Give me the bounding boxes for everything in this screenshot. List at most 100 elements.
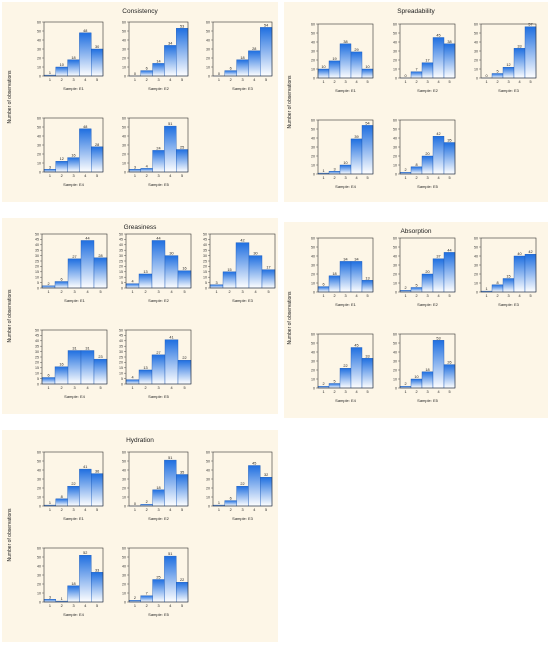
y-tick-label: 40 [206,468,210,472]
x-tick-label: 5 [96,604,98,608]
panel-absorption: Absorption Number of observations 0 10 20 3… [284,222,548,418]
sample-label: Sample: E1 [335,88,356,93]
histogram-e3: 0 10 20 30 40 50 60 1 1 8 2 15 3 40 4 42 5 Sample: E3 [471,236,537,308]
data-label: 6 [322,283,324,287]
data-label: 28 [98,254,102,258]
bar [151,240,166,289]
data-label: 45 [252,462,256,466]
panel-title: Absorption [400,228,432,235]
histogram-e3: 0 10 20 30 40 50 60 0 1 5 2 12 3 33 4 57 5 Sample: E3 [471,22,537,94]
sample-label: Sample: E5 [417,398,438,403]
y-axis-label: Number of observations [7,289,13,343]
data-label: 1 [49,71,51,75]
x-tick-label: 4 [437,390,439,394]
y-tick-label: 60 [37,116,41,120]
bar [339,43,352,79]
y-tick-label: 0 [476,76,478,80]
bar [502,67,515,79]
y-tick-label: 0 [313,172,315,176]
x-tick-label: 3 [426,294,428,298]
y-tick-label: 40 [37,468,41,472]
data-label: 0 [485,74,487,78]
y-tick-label: 20 [393,368,397,372]
y-tick-label: 20 [311,58,315,62]
y-tick-label: 20 [474,272,478,276]
y-tick-label: 60 [37,20,41,24]
panel-hydration: Hydration Number of observations 0 10 20 30… [2,430,278,642]
y-tick-label: 40 [311,40,315,44]
x-tick-label: 4 [518,80,520,84]
x-tick-label: 4 [170,290,172,294]
x-tick-label: 4 [518,294,520,298]
sample-label: Sample: E1 [63,86,84,91]
x-tick-label: 2 [228,290,230,294]
plot-frame [41,329,108,385]
y-tick-label: 20 [37,486,41,490]
y-tick-label: 10 [122,161,126,165]
x-tick-label: 2 [333,294,335,298]
x-tick-label: 1 [404,176,406,180]
y-tick-label: 60 [37,546,41,550]
x-tick-label: 1 [404,294,406,298]
data-label: 41 [83,465,87,469]
bar [79,32,92,77]
x-tick-label: 4 [86,290,88,294]
y-tick-label: 50 [311,245,315,249]
y-tick-label: 45 [35,238,39,242]
y-tick-label: 60 [206,20,210,24]
y-axis-label: Number of observations [7,70,13,124]
y-tick-label: 40 [35,243,39,247]
bar [443,364,456,389]
y-tick-label: 60 [122,450,126,454]
y-tick-label: 60 [122,116,126,120]
bar [432,340,445,389]
data-label: 20 [425,152,429,156]
y-tick-label: 20 [122,152,126,156]
y-tick-label: 10 [203,276,207,280]
x-tick-label: 4 [84,508,86,512]
bar [152,150,165,173]
x-tick-label: 2 [146,604,148,608]
histogram-e4: 0 10 20 30 40 50 60 2 1 5 2 22 3 45 4 33 5 Sample: E4 [308,332,374,404]
panel-title: Consistency [122,8,158,15]
bar [176,582,189,603]
x-tick-label: 1 [215,290,217,294]
bar [164,255,179,289]
data-label: 30 [169,252,173,256]
x-tick-label: 2 [415,390,417,394]
data-label: 6 [47,374,49,378]
x-tick-label: 5 [529,294,531,298]
y-tick-label: 0 [395,76,397,80]
x-tick-label: 1 [218,508,220,512]
data-label: 3 [134,165,136,169]
data-label: 35 [447,139,451,143]
data-label: 8 [496,281,498,285]
data-label: 39 [354,135,358,139]
sample-label: Sample: E3 [232,298,253,303]
y-tick-label: 60 [393,332,397,336]
data-label: 44 [447,248,451,252]
bar [339,368,352,389]
x-tick-label: 5 [529,80,531,84]
y-tick-label: 50 [206,459,210,463]
data-label: 0 [134,72,136,76]
x-tick-label: 3 [157,174,159,178]
y-tick-label: 0 [208,504,210,508]
x-tick-label: 3 [426,80,428,84]
y-tick-label: 50 [119,328,123,332]
bar [125,283,140,289]
panel-title: Hydration [126,437,154,444]
histogram-e3: 0 10 20 30 40 50 60 1 1 6 2 22 3 45 4 32 5 Sample: E3 [203,450,273,522]
y-tick-label: 20 [37,582,41,586]
y-axis-label: Number of observations [287,75,293,129]
bar [176,474,189,507]
y-tick-label: 20 [311,368,315,372]
histogram-e1: 0 5 10 15 20 25 30 35 40 45 50 2 1 6 2 27 3 44 4 28 5 Sample:… [32,232,108,304]
x-tick-label: 3 [72,78,74,82]
data-label: 28 [95,143,99,147]
y-tick-label: 15 [119,366,123,370]
data-label: 33 [365,354,369,358]
y-tick-label: 20 [122,486,126,490]
plot-frame [212,21,273,77]
bar [502,278,515,293]
